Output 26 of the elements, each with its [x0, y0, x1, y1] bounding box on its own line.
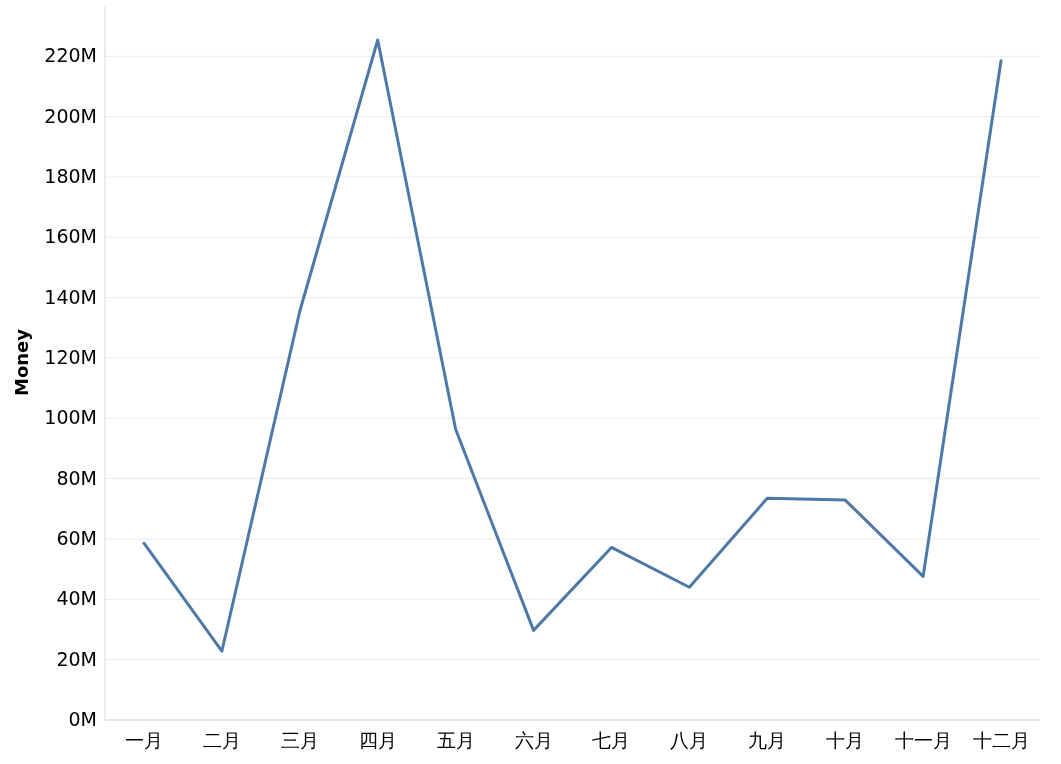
- x-tick-label: 一月: [124, 729, 163, 751]
- line-series: [142, 38, 1003, 653]
- x-tick-label: 三月: [280, 729, 319, 751]
- x-tick-label: 六月: [514, 729, 553, 751]
- x-tick-label: 四月: [358, 729, 397, 751]
- y-tick-label: 20M: [56, 647, 97, 670]
- x-tick-label: 八月: [670, 729, 709, 751]
- y-tick-label: 200M: [44, 104, 97, 127]
- x-tick-label: 二月: [202, 729, 241, 751]
- x-tick-label: 十一月: [894, 729, 952, 751]
- y-tick-label: 40M: [56, 587, 97, 610]
- y-tick-label: 120M: [44, 345, 97, 368]
- y-axis-title: Money: [11, 328, 32, 397]
- y-tick-label: 160M: [44, 225, 97, 248]
- x-tick-label: 九月: [748, 729, 787, 751]
- y-tick-label: 100M: [44, 406, 97, 429]
- x-tick-label: 十二月: [972, 729, 1030, 751]
- x-tick-label: 十月: [826, 729, 865, 751]
- y-tick-label: 80M: [56, 466, 97, 489]
- y-tick-label: 220M: [44, 44, 97, 67]
- y-tick-label: 140M: [44, 285, 97, 308]
- x-tick-label: 七月: [592, 729, 631, 751]
- y-tick-label: 60M: [56, 526, 97, 549]
- y-tick-label: 0M: [68, 708, 97, 730]
- x-tick-label: 五月: [436, 729, 475, 751]
- y-tick-label: 180M: [44, 164, 97, 187]
